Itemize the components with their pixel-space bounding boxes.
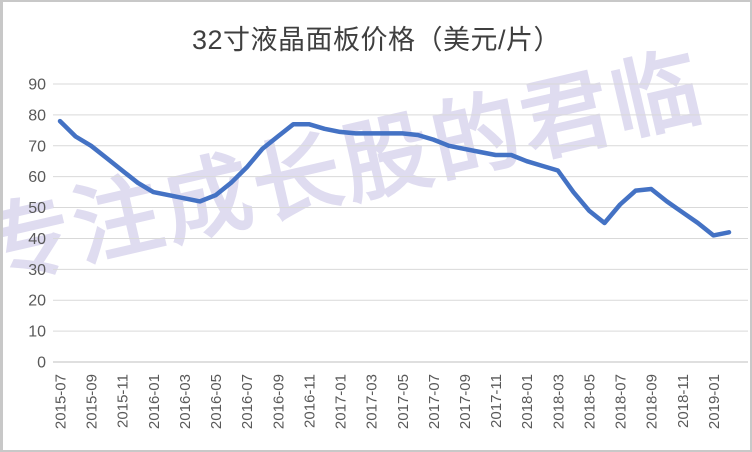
x-axis-tick-label: 2018-01 (519, 374, 536, 429)
y-axis-tick-label: 60 (28, 169, 46, 186)
x-axis-tick-label: 2016-01 (146, 374, 163, 429)
x-axis-tick-label: 2016-05 (208, 374, 225, 429)
x-axis-tick-label: 2017-07 (426, 374, 443, 429)
x-axis-tick-label: 2017-09 (457, 374, 474, 429)
y-axis-tick-label: 50 (28, 200, 46, 217)
x-axis-tick-label: 2016-03 (177, 374, 194, 429)
y-axis-tick-label: 40 (28, 231, 46, 248)
y-axis-tick-label: 10 (28, 324, 46, 341)
price-line-chart: 0 10 20 30 40 50 60 70 80 90 2015-07 2015-09 2015-11… (28, 77, 748, 429)
x-axis-tick-label: 2018-09 (644, 374, 661, 429)
x-axis-tick-label: 2015-07 (53, 374, 70, 429)
x-axis-tick-label: 2018-03 (550, 374, 567, 429)
y-axis-tick-label: 70 (28, 138, 46, 155)
price-line-series (57, 118, 732, 238)
x-axis-tick-label: 2017-11 (488, 374, 505, 428)
x-axis-tick-label: 2018-11 (675, 374, 692, 428)
y-axis-tick-label: 0 (37, 355, 46, 372)
y-axis-tick-label: 30 (28, 262, 46, 279)
chart-title: 32寸液晶面板价格（美元/片） (191, 25, 562, 55)
y-axis-tick-label: 90 (28, 77, 46, 94)
x-axis-tick-label: 2015-11 (115, 374, 132, 428)
x-axis-tick-label: 2017-03 (364, 374, 381, 429)
x-axis-tick-label: 2019-01 (706, 374, 723, 429)
x-axis-tick-label: 2018-05 (581, 374, 598, 429)
y-axis-tick-label: 20 (28, 293, 46, 310)
x-axis-tick-label: 2018-07 (613, 374, 630, 429)
x-axis-tick-label: 2015-09 (84, 374, 101, 429)
y-axis-tick-label: 80 (28, 107, 46, 124)
x-axis-tick-label: 2016-11 (301, 374, 318, 428)
x-axis-tick-label: 2017-01 (333, 374, 350, 429)
x-axis-tick-label: 2016-09 (270, 374, 287, 429)
x-axis-tick-label: 2016-07 (239, 374, 256, 429)
x-axis-tick-label: 2017-05 (395, 374, 412, 429)
